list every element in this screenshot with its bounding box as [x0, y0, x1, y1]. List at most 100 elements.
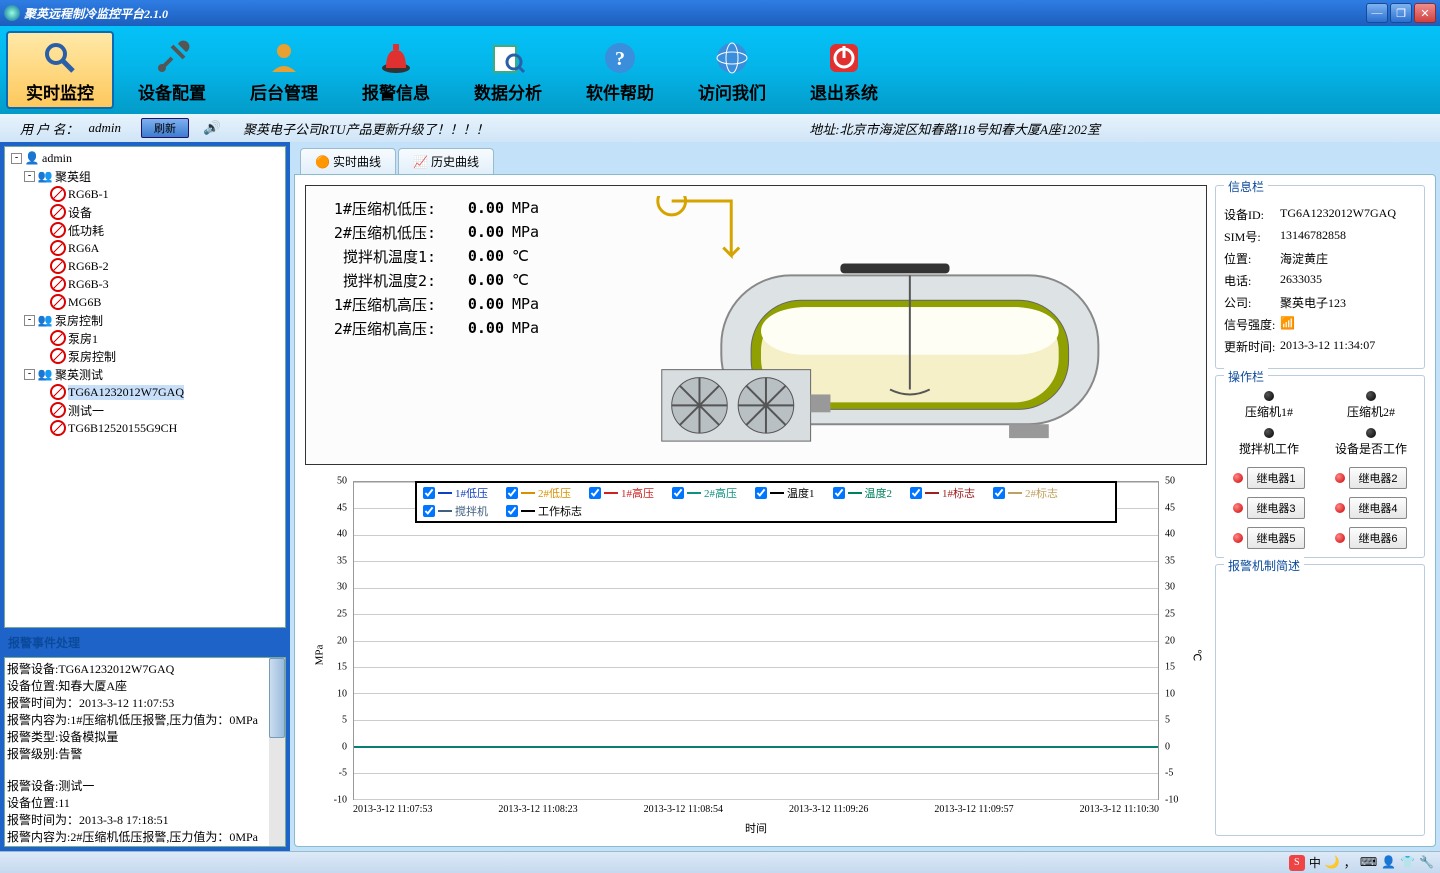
refresh-button[interactable]: 刷新: [141, 118, 189, 138]
toolbar-globe[interactable]: 访问我们: [678, 31, 786, 109]
close-button[interactable]: ✕: [1414, 3, 1436, 23]
tree-node[interactable]: 设备: [7, 203, 283, 221]
address-text: 地址:北京市海淀区知春路118号知春大厦A座1202室: [809, 119, 1100, 138]
alarm-log[interactable]: 报警设备:TG6A1232012W7GAQ设备位置:知春大厦A座报警时间为：20…: [4, 657, 286, 847]
tab-实时曲线[interactable]: 🟠实时曲线: [300, 148, 396, 174]
tree-node[interactable]: 低功耗: [7, 221, 283, 239]
tree-node[interactable]: RG6B-3: [7, 275, 283, 293]
toolbar-analysis[interactable]: 数据分析: [454, 31, 562, 109]
tree-node[interactable]: 泵房1: [7, 329, 283, 347]
legend-checkbox[interactable]: [506, 487, 518, 499]
ime-icon[interactable]: S: [1289, 855, 1305, 871]
legend-item[interactable]: 1#低压: [423, 485, 488, 501]
legend-checkbox[interactable]: [910, 487, 922, 499]
legend-item[interactable]: 温度1: [755, 485, 815, 501]
legend-checkbox[interactable]: [423, 505, 435, 517]
legend-item[interactable]: 搅拌机: [423, 503, 488, 519]
forbid-icon: [50, 204, 66, 220]
toolbar-tools[interactable]: 设备配置: [118, 31, 226, 109]
tree-node[interactable]: TG6B12520155G9CH: [7, 419, 283, 437]
legend-swatch: [1008, 492, 1022, 494]
sound-icon[interactable]: 🔊: [203, 120, 221, 136]
indicator-dot: [1366, 428, 1376, 438]
alarm-line: 报警内容为:1#压缩机低压报警,压力值为：0MPa: [7, 711, 265, 728]
user-name: admin: [89, 120, 122, 136]
group-icon: [37, 366, 53, 382]
tree-node[interactable]: -admin: [7, 149, 283, 167]
alarm-line: 报警设备:测试一: [7, 777, 265, 794]
toolbar-alarm[interactable]: 报警信息: [342, 31, 450, 109]
tree-node[interactable]: 泵房控制: [7, 347, 283, 365]
expand-icon[interactable]: -: [24, 171, 35, 182]
forbid-icon: [50, 330, 66, 346]
relay-row: 继电器6: [1335, 527, 1406, 549]
tab-历史曲线[interactable]: 📈历史曲线: [398, 148, 494, 174]
tree-node[interactable]: -泵房控制: [7, 311, 283, 329]
indicator-dot: [1264, 428, 1274, 438]
relay-button[interactable]: 继电器1: [1247, 467, 1304, 489]
legend-item[interactable]: 2#高压: [672, 485, 737, 501]
relay-button[interactable]: 继电器4: [1349, 497, 1406, 519]
tray-icon-user[interactable]: 👤: [1381, 855, 1396, 870]
relay-button[interactable]: 继电器6: [1349, 527, 1406, 549]
legend-checkbox[interactable]: [506, 505, 518, 517]
forbid-icon: [50, 294, 66, 310]
relay-button[interactable]: 继电器2: [1349, 467, 1406, 489]
relay-button[interactable]: 继电器3: [1247, 497, 1304, 519]
relay-button[interactable]: 继电器5: [1247, 527, 1304, 549]
device-tree[interactable]: -admin-聚英组RG6B-1设备低功耗RG6ARG6B-2RG6B-3MG6…: [4, 146, 286, 628]
tab-icon: 🟠: [315, 155, 329, 169]
expand-icon[interactable]: -: [11, 153, 22, 164]
relay-dot: [1233, 473, 1243, 483]
tree-node[interactable]: MG6B: [7, 293, 283, 311]
info-panel: 信息栏 设备ID:TG6A1232012W7GAQSIM号:1314678285…: [1215, 185, 1425, 369]
relay-row: 继电器1: [1233, 467, 1304, 489]
legend-checkbox[interactable]: [672, 487, 684, 499]
alarm-line: 报警级别:告警: [7, 745, 265, 762]
tray-icon-wrench[interactable]: 🔧: [1419, 855, 1434, 870]
expand-icon[interactable]: -: [24, 315, 35, 326]
legend-checkbox[interactable]: [755, 487, 767, 499]
legend-item[interactable]: 温度2: [833, 485, 893, 501]
readouts: 1#压缩机低压:0.00MPa2#压缩机低压:0.00MPa搅拌机温度1:0.0…: [316, 196, 576, 454]
legend-item[interactable]: 2#标志: [993, 485, 1058, 501]
legend-checkbox[interactable]: [423, 487, 435, 499]
tree-node[interactable]: TG6A1232012W7GAQ: [7, 383, 283, 401]
toolbar-help[interactable]: ?软件帮助: [566, 31, 674, 109]
tray-icon-moon[interactable]: 🌙: [1325, 855, 1340, 870]
legend-checkbox[interactable]: [833, 487, 845, 499]
tree-node[interactable]: 测试一: [7, 401, 283, 419]
minimize-button[interactable]: —: [1366, 3, 1388, 23]
tree-node[interactable]: RG6B-1: [7, 185, 283, 203]
toolbar-power[interactable]: 退出系统: [790, 31, 898, 109]
user-icon: [24, 150, 40, 166]
tree-node[interactable]: -聚英测试: [7, 365, 283, 383]
legend-item[interactable]: 1#标志: [910, 485, 975, 501]
toolbar-search[interactable]: 实时监控: [6, 31, 114, 109]
legend-checkbox[interactable]: [993, 487, 1005, 499]
toolbar-admin[interactable]: 后台管理: [230, 31, 338, 109]
legend-item[interactable]: 工作标志: [506, 503, 582, 519]
tray-icon-comma[interactable]: ，: [1344, 854, 1356, 871]
alarm-line: 报警内容为:2#压缩机低压报警,压力值为：0MPa: [7, 828, 265, 845]
tree-node[interactable]: RG6B-2: [7, 257, 283, 275]
group-icon: [37, 312, 53, 328]
svg-text:?: ?: [615, 48, 625, 70]
readout-row: 2#压缩机高压:0.00MPa: [316, 316, 576, 340]
forbid-icon: [50, 240, 66, 256]
legend-checkbox[interactable]: [589, 487, 601, 499]
tray-icon-shirt[interactable]: 👕: [1400, 855, 1415, 870]
legend-item[interactable]: 2#低压: [506, 485, 571, 501]
tray-icon-keyboard[interactable]: ⌨: [1360, 855, 1377, 870]
legend-item[interactable]: 1#高压: [589, 485, 654, 501]
forbid-icon: [50, 384, 66, 400]
tree-node[interactable]: RG6A: [7, 239, 283, 257]
expand-icon[interactable]: -: [24, 369, 35, 380]
scroll-thumb[interactable]: [269, 658, 285, 738]
maximize-button[interactable]: ❐: [1390, 3, 1412, 23]
alarm-section-title: 报警事件处理: [4, 632, 286, 653]
tree-node[interactable]: -聚英组: [7, 167, 283, 185]
legend-swatch: [770, 492, 784, 494]
alarm-line: [7, 762, 265, 777]
legend-swatch: [925, 492, 939, 494]
